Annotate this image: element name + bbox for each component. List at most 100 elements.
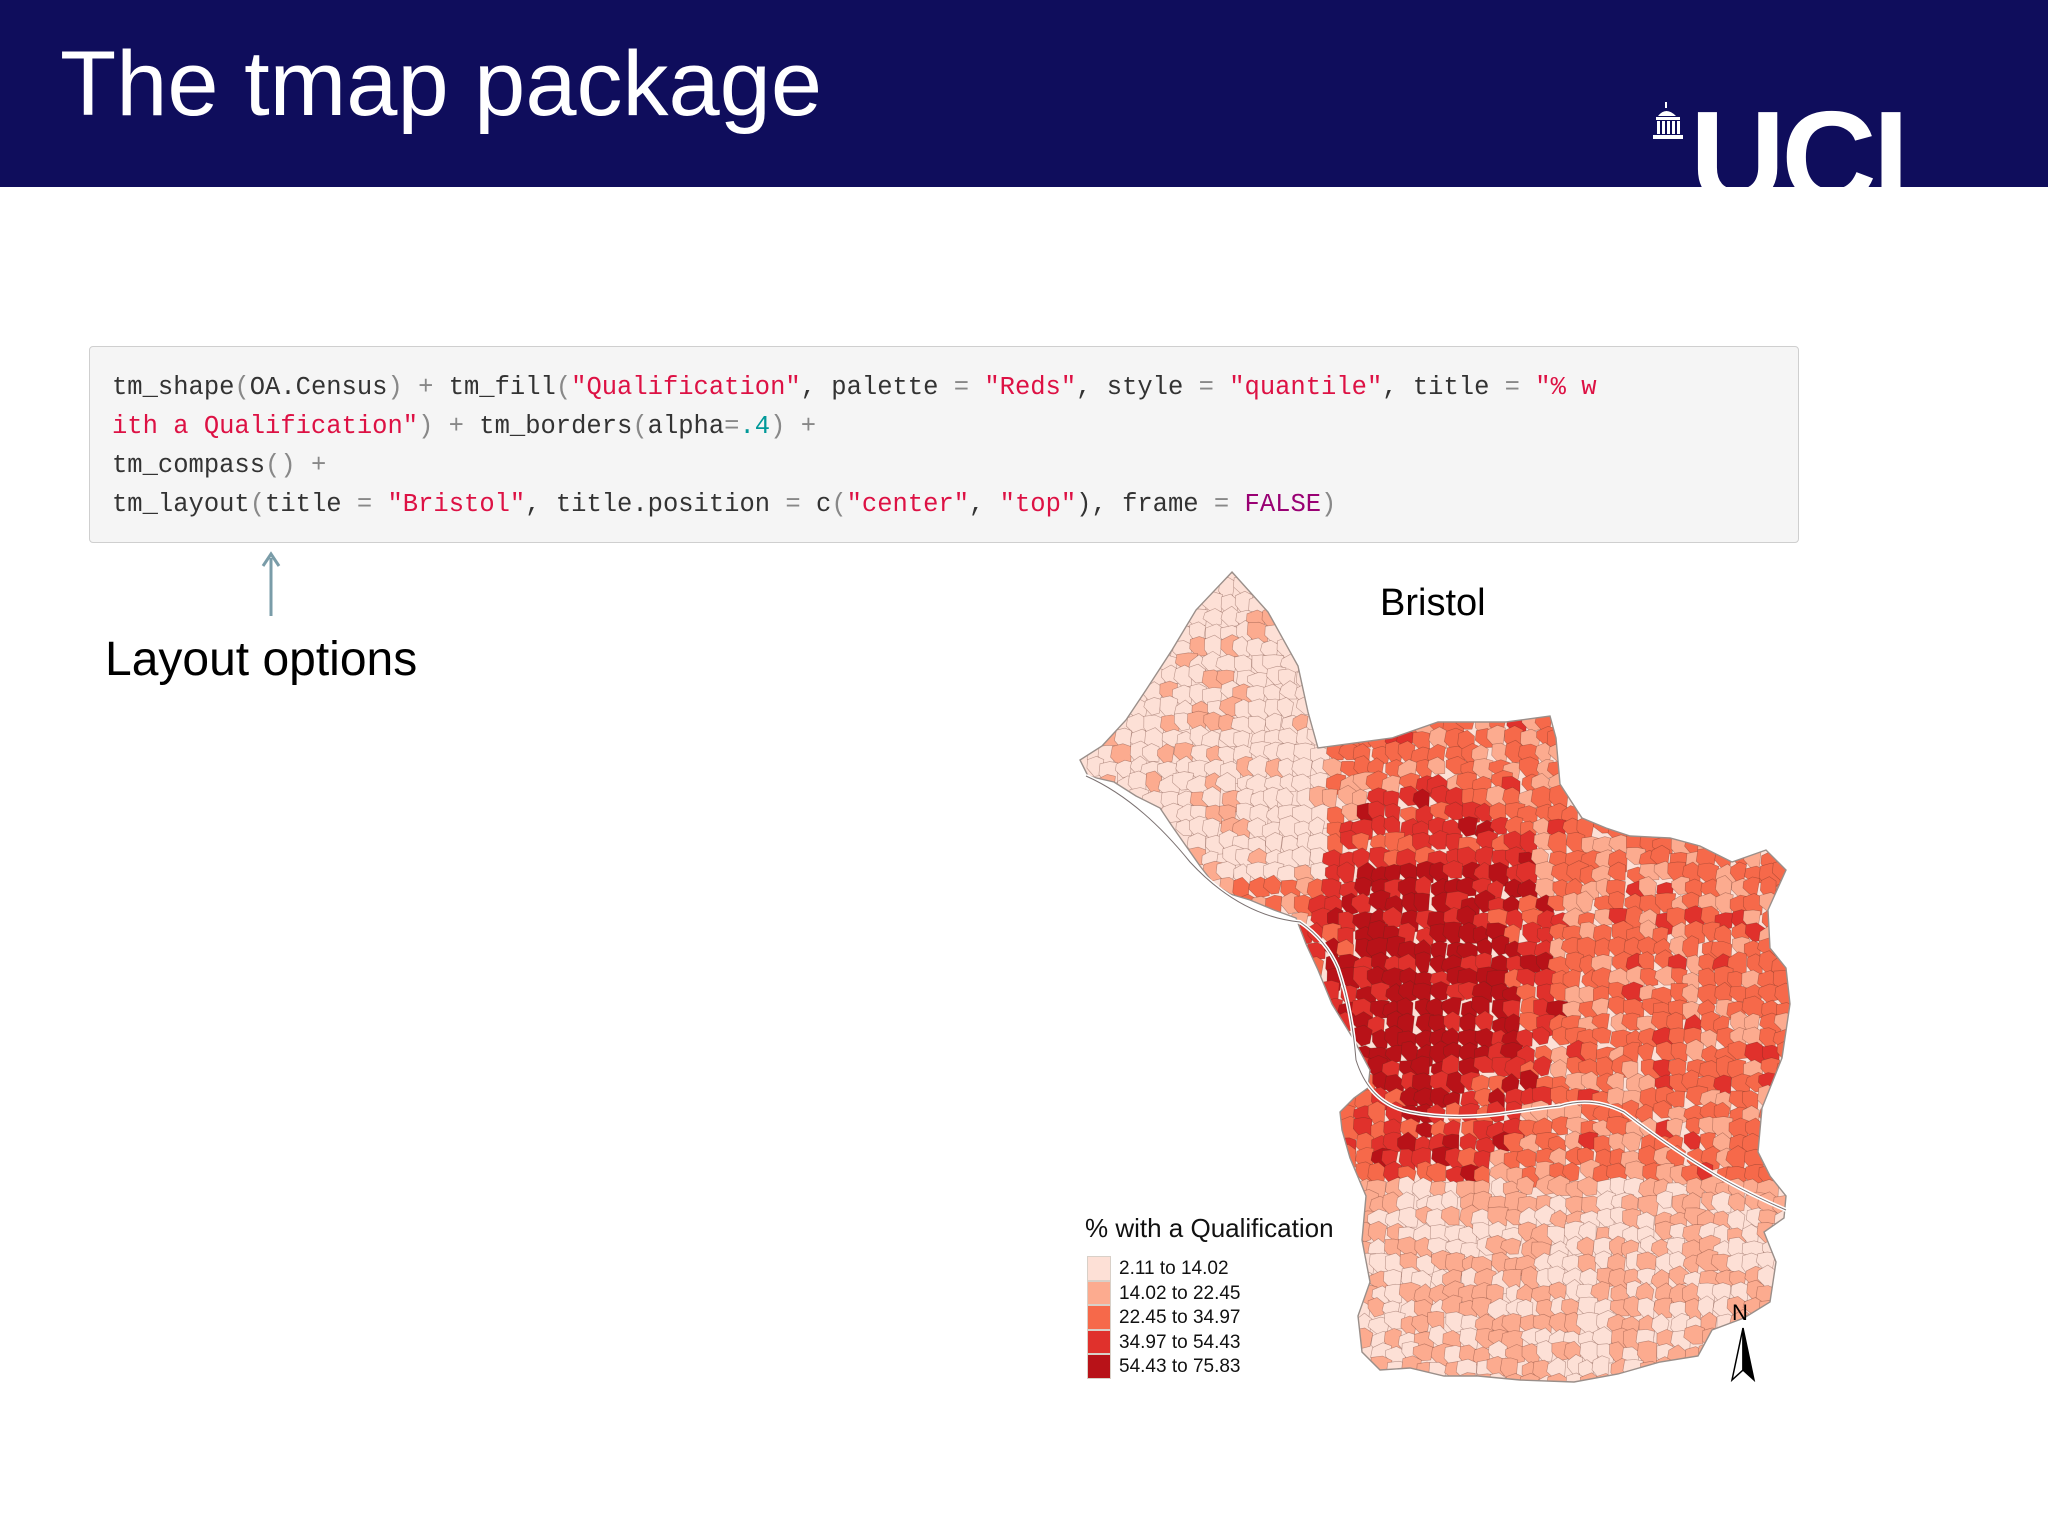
legend-swatch	[1087, 1354, 1111, 1379]
output-area-polygon	[1551, 1116, 1569, 1136]
output-area-polygon	[1143, 697, 1162, 716]
code-token: =	[724, 412, 740, 441]
output-area-polygon	[1442, 860, 1464, 879]
legend-item: 54.43 to 75.83	[1085, 1354, 1334, 1379]
output-area-polygon	[1546, 1174, 1570, 1196]
output-area-polygon	[1215, 653, 1238, 674]
ucl-logo: UCL	[1648, 96, 1988, 187]
legend-item: 34.97 to 54.43	[1085, 1329, 1334, 1354]
output-area-polygon	[1576, 1176, 1599, 1197]
output-area-polygon	[1396, 1236, 1420, 1256]
output-area-polygon	[1372, 1029, 1389, 1051]
output-area-polygon	[1215, 861, 1236, 882]
output-area-polygon	[1591, 1027, 1612, 1044]
code-token: )	[387, 373, 403, 402]
code-token: =	[1213, 490, 1230, 519]
output-area-polygon	[1562, 1162, 1580, 1183]
code-token	[1229, 490, 1244, 519]
output-area-polygon	[1414, 951, 1432, 975]
output-area-polygon	[1473, 861, 1493, 882]
legend-swatch	[1087, 1256, 1111, 1281]
output-area-polygon	[1474, 802, 1492, 822]
output-area-polygon	[1426, 1310, 1445, 1330]
output-area-polygon	[1428, 830, 1449, 850]
output-area-polygon	[1668, 1265, 1689, 1286]
output-area-polygon	[1485, 1234, 1507, 1255]
output-area-polygon	[1279, 773, 1298, 793]
legend-label: 14.02 to 22.45	[1119, 1282, 1241, 1304]
output-area-polygon	[1685, 1116, 1703, 1136]
output-area-polygon	[1367, 1220, 1387, 1245]
output-area-polygon	[1471, 1296, 1492, 1319]
portico-dome-icon	[1653, 102, 1683, 139]
output-area-polygon	[1489, 816, 1509, 835]
legend-item: 14.02 to 22.45	[1085, 1280, 1334, 1305]
code-token: =	[356, 490, 373, 519]
output-area-polygon	[1411, 1314, 1431, 1334]
output-area-polygon	[1457, 921, 1477, 945]
output-area-polygon	[1354, 877, 1372, 898]
output-area-polygon	[1515, 1028, 1533, 1049]
code-token: , palette	[800, 373, 954, 402]
output-area-polygon	[1399, 1086, 1419, 1108]
output-area-polygon	[1624, 1160, 1646, 1182]
code-token: (	[234, 373, 250, 402]
output-area-polygon	[1320, 878, 1342, 902]
output-area-polygon	[1455, 1358, 1477, 1381]
legend-item: 2.11 to 14.02	[1085, 1256, 1334, 1281]
output-area-polygon	[1695, 1248, 1719, 1272]
output-area-polygon	[1638, 951, 1655, 973]
output-area-polygon	[1370, 981, 1391, 1002]
north-arrow-icon	[1730, 1327, 1756, 1383]
code-line: tm_shape(OA.Census) + tm_fill("Qualifica…	[112, 375, 1597, 401]
code-token: alpha	[647, 412, 725, 441]
output-area-polygon	[1636, 936, 1658, 957]
code-token: FALSE	[1244, 490, 1322, 519]
output-area-polygon	[1666, 1117, 1684, 1137]
code-token: tm_compass	[112, 451, 266, 480]
output-area-polygon	[1548, 1281, 1568, 1301]
code-token: "center"	[846, 490, 970, 519]
code-line: tm_layout(title = "Bristol", title.posit…	[112, 492, 1336, 518]
code-token: "Qualification"	[571, 373, 801, 402]
output-area-polygon	[1515, 1148, 1537, 1168]
output-area-polygon	[1594, 908, 1615, 927]
output-area-polygon	[1306, 956, 1325, 979]
output-area-polygon	[1429, 981, 1450, 1002]
output-area-polygon	[1621, 981, 1644, 1004]
code-token	[1520, 373, 1535, 402]
code-line: ith a Qualification") + tm_borders(alpha…	[112, 414, 816, 440]
output-area-polygon	[1655, 1041, 1677, 1062]
output-area-polygon	[1546, 1372, 1570, 1382]
output-area-polygon	[1427, 756, 1446, 775]
output-area-polygon	[1504, 878, 1522, 899]
output-area-polygon	[1637, 1297, 1655, 1320]
code-token: OA.Census	[249, 373, 388, 402]
code-token: )	[770, 412, 786, 441]
output-area-polygon	[1562, 1000, 1583, 1021]
code-token: =	[953, 373, 970, 402]
code-token	[969, 373, 984, 402]
output-area-polygon	[1621, 1012, 1641, 1031]
output-area-polygon	[1291, 757, 1313, 779]
slide-header: The tmap package UCL	[0, 0, 2048, 187]
output-area-polygon	[1246, 755, 1270, 780]
river-avon-edge	[1085, 775, 1787, 1211]
output-area-polygon	[1666, 1090, 1686, 1108]
output-area-polygon	[1621, 1131, 1642, 1153]
output-area-polygon	[1623, 1295, 1642, 1318]
slide-title: The tmap package	[60, 33, 823, 135]
map-title: Bristol	[1380, 582, 1486, 624]
output-area-polygon	[1685, 1039, 1705, 1062]
output-area-polygon	[1670, 1041, 1689, 1064]
output-area-polygon	[1428, 726, 1448, 751]
output-area-polygon	[1429, 801, 1451, 821]
code-token: )	[1321, 490, 1337, 519]
output-area-polygon	[1608, 1132, 1626, 1153]
output-area-polygon	[1742, 876, 1761, 895]
code-token: ()	[265, 451, 296, 480]
output-area-polygon	[1367, 1297, 1385, 1318]
output-area-polygon	[1546, 1225, 1566, 1244]
output-area-polygon	[1565, 1235, 1584, 1256]
code-token	[1214, 373, 1229, 402]
